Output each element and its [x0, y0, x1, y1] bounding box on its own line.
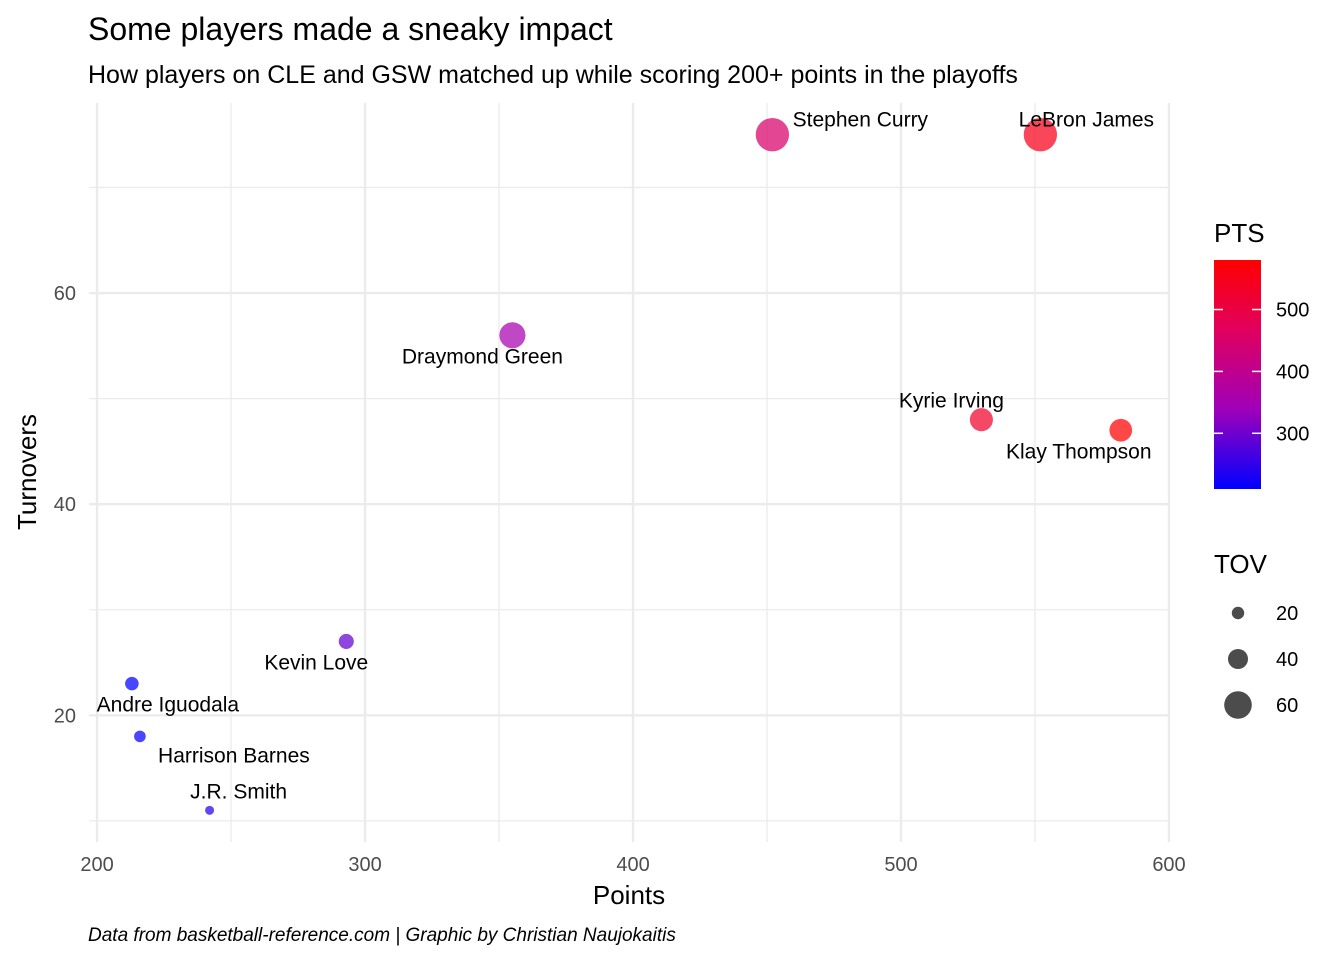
color-legend-label: 300 — [1276, 423, 1309, 445]
label-kyrie-irving: Kyrie Irving — [899, 390, 1004, 413]
size-legend-label: 40 — [1276, 649, 1298, 671]
y-tick-label: 60 — [54, 283, 76, 305]
color-legend-label: 400 — [1276, 361, 1309, 383]
point-andre-iguodala — [125, 676, 139, 691]
data-labels: Stephen Curry LeBron James Draymond Green K… — [97, 109, 1154, 804]
size-legend-key — [1227, 648, 1249, 670]
y-axis-title: Turnovers — [12, 414, 42, 530]
y-axis-ticks: 20 40 60 — [54, 283, 76, 727]
label-andre-iguodala: Andre Iguodala — [97, 694, 240, 717]
color-legend-title: PTS — [1214, 218, 1265, 248]
x-axis-title: Points — [593, 880, 665, 910]
label-j-r-smith: J.R. Smith — [190, 780, 287, 803]
x-tick-label: 400 — [616, 854, 649, 876]
x-tick-label: 200 — [80, 854, 113, 876]
label-klay-thompson: Klay Thompson — [1006, 440, 1152, 463]
chart-caption: Data from basketball-reference.com | Gra… — [88, 925, 676, 946]
size-legend: TOV 20 40 60 — [1214, 549, 1298, 719]
size-legend-label: 60 — [1276, 695, 1298, 717]
point-stephen-curry — [755, 118, 790, 152]
point-klay-thompson — [1109, 418, 1133, 442]
color-legend: PTS 300 400 500 — [1214, 218, 1309, 489]
y-tick-label: 20 — [54, 705, 76, 727]
data-points — [125, 118, 1133, 815]
size-legend-title: TOV — [1214, 549, 1268, 579]
point-j-r-smith — [205, 805, 215, 815]
chart-subtitle: How players on CLE and GSW matched up wh… — [88, 61, 1018, 89]
point-draymond-green — [499, 322, 526, 349]
label-kevin-love: Kevin Love — [264, 651, 368, 674]
label-stephen-curry: Stephen Curry — [793, 109, 929, 132]
color-legend-ticks: 300 400 500 — [1214, 300, 1309, 445]
y-tick-label: 40 — [54, 494, 76, 516]
color-legend-label: 500 — [1276, 300, 1309, 322]
size-legend-key — [1224, 691, 1252, 719]
x-axis-ticks: 200 300 400 500 600 — [80, 854, 1185, 876]
label-lebron-james: LeBron James — [1019, 109, 1154, 132]
color-legend-bar — [1214, 260, 1261, 489]
label-harrison-barnes: Harrison Barnes — [158, 744, 310, 767]
chart-title: Some players made a sneaky impact — [88, 11, 613, 47]
point-harrison-barnes — [134, 730, 146, 743]
grid-lines — [89, 103, 1171, 842]
size-legend-key — [1231, 606, 1245, 620]
x-tick-label: 500 — [884, 854, 917, 876]
point-lebron-james — [1023, 118, 1058, 152]
point-kyrie-irving — [969, 408, 993, 432]
size-legend-label: 20 — [1276, 603, 1298, 625]
x-tick-label: 300 — [348, 854, 381, 876]
label-draymond-green: Draymond Green — [402, 345, 563, 368]
x-tick-label: 600 — [1152, 854, 1185, 876]
size-legend-items: 20 40 60 — [1224, 603, 1298, 719]
point-kevin-love — [338, 633, 354, 649]
